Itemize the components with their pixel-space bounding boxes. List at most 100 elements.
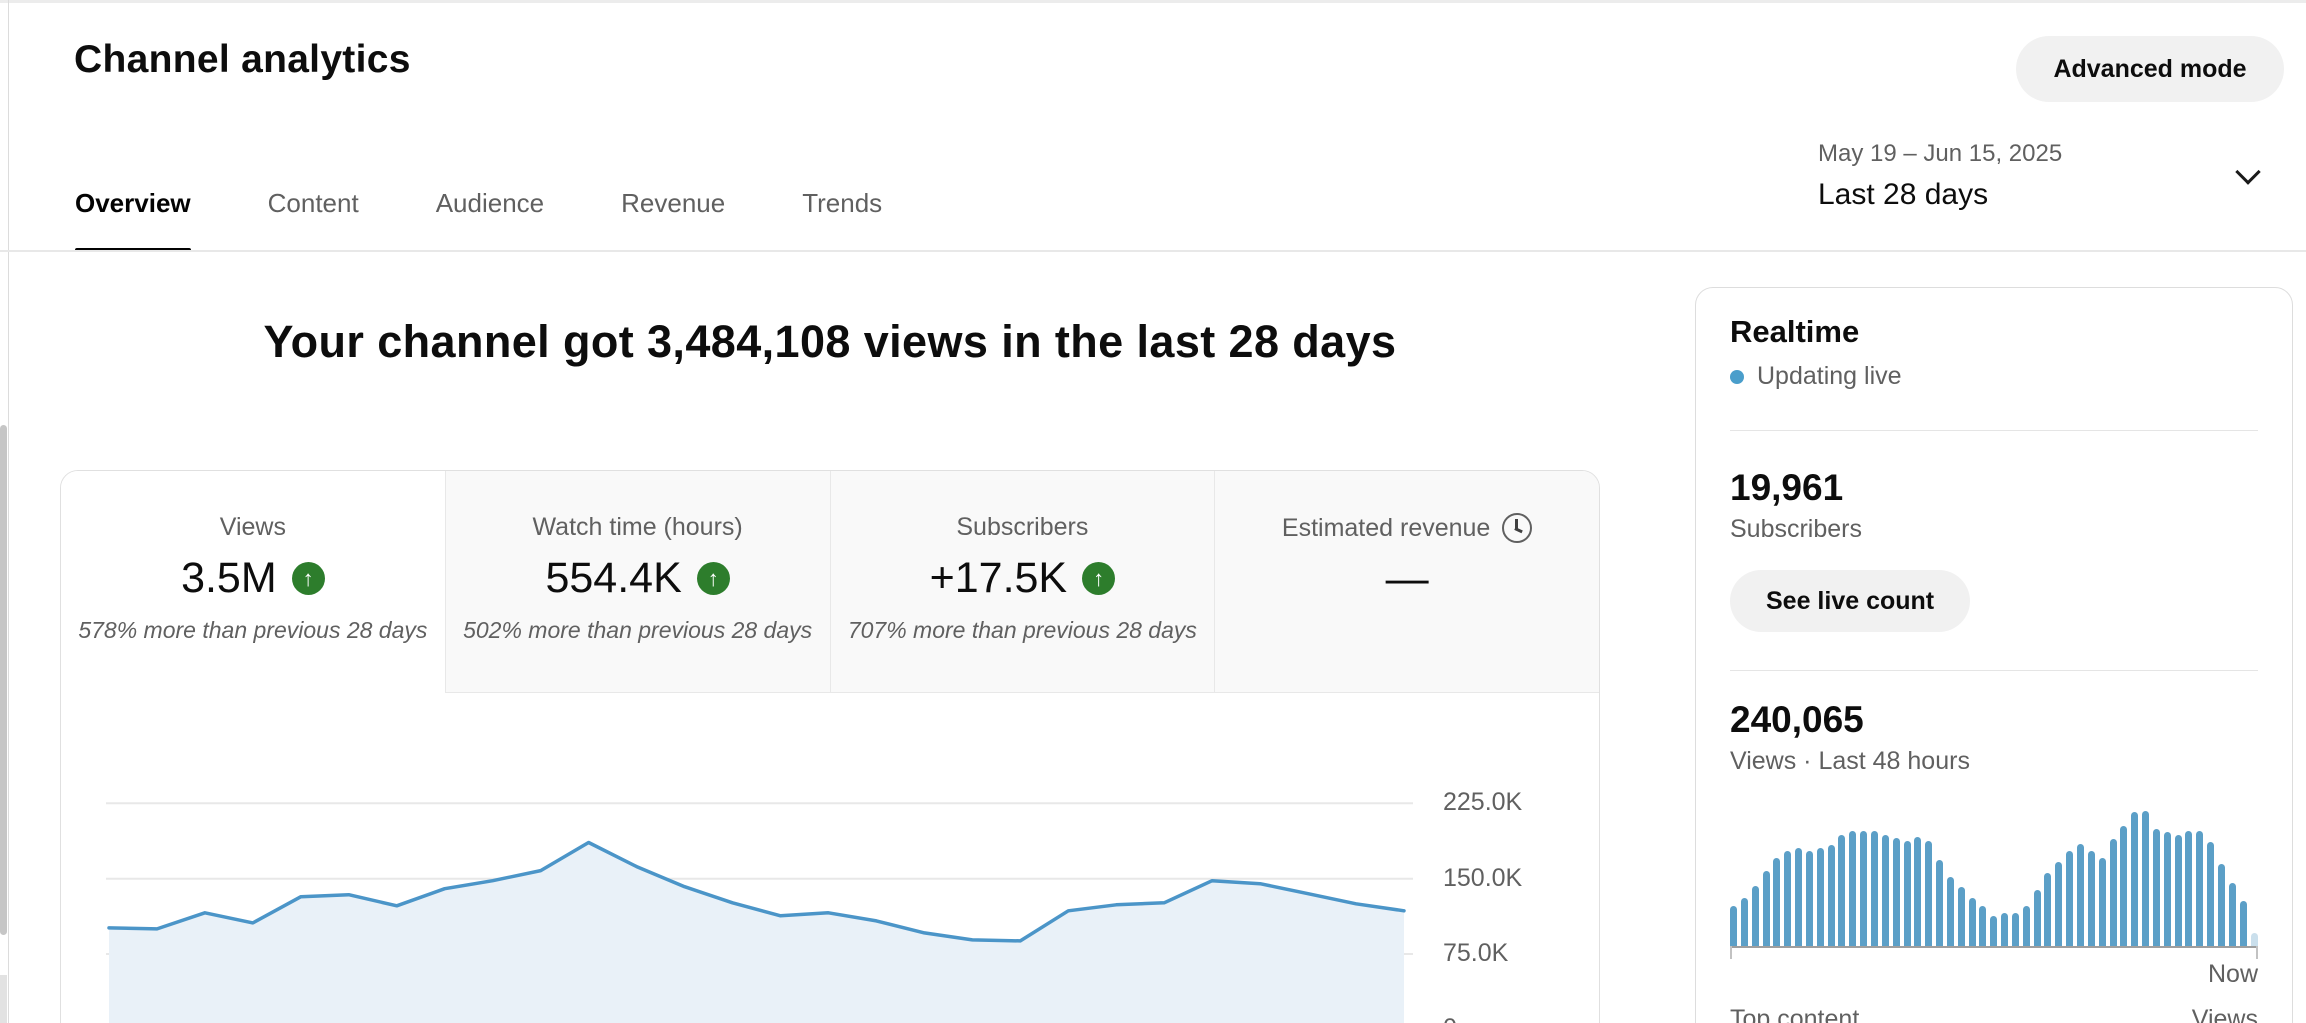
realtime-bar	[1816, 848, 1824, 946]
left-edge-divider	[8, 0, 9, 1023]
realtime-bar	[1881, 835, 1889, 946]
realtime-views-label: Views · Last 48 hours	[1730, 747, 1970, 775]
realtime-bar	[2163, 832, 2171, 946]
tab-content[interactable]: Content	[267, 188, 359, 218]
realtime-bar	[1849, 831, 1857, 946]
analytics-tabbar: Overview Content Audience Revenue Trends	[75, 166, 882, 252]
realtime-bar	[2033, 890, 2041, 946]
realtime-bar	[2098, 858, 2106, 946]
page-title: Channel analytics	[74, 38, 411, 81]
metric-compare: 578% more than previous 28 days	[78, 617, 428, 643]
realtime-subscribers-label: Subscribers	[1730, 515, 1862, 543]
divider	[1730, 670, 2258, 671]
realtime-bar	[2044, 873, 2052, 946]
realtime-bar	[2087, 851, 2095, 946]
realtime-bar	[2174, 835, 2182, 946]
see-live-count-button[interactable]: See live count	[1730, 570, 1971, 632]
realtime-bar	[2066, 851, 2074, 946]
realtime-bar	[2152, 829, 2160, 946]
realtime-bar	[1762, 871, 1770, 946]
tab-audience[interactable]: Audience	[435, 188, 545, 218]
realtime-bar	[1795, 848, 1803, 946]
y-axis-tick-label: 150.0K	[1443, 864, 1523, 892]
date-range-picker[interactable]: May 19 – Jun 15, 2025 Last 28 days	[1818, 140, 2062, 212]
realtime-bar	[1925, 841, 1933, 946]
realtime-status: Updating live	[1757, 362, 1902, 390]
now-label: Now	[2207, 960, 2258, 988]
realtime-bar	[2055, 862, 2063, 946]
metric-compare: 707% more than previous 28 days	[847, 617, 1197, 643]
divider	[1730, 430, 2258, 431]
top-content-header-row: Top content Views	[1730, 1005, 2258, 1023]
realtime-bar	[2001, 913, 2009, 946]
y-axis-tick-label: 0	[1443, 1014, 1593, 1023]
tab-trends[interactable]: Trends	[802, 188, 883, 218]
headline: Your channel got 3,484,108 views in the …	[263, 316, 1397, 367]
metric-cell-estimated-revenue[interactable]: Estimated revenue —	[1214, 471, 1599, 693]
realtime-card: Realtime Updating live 19,961 Subscriber…	[1695, 287, 2293, 1023]
metric-value: 554.4K	[545, 554, 682, 602]
tab-overview[interactable]: Overview	[75, 166, 191, 252]
left-scrollbar-track	[0, 975, 7, 1023]
metric-cell-views[interactable]: Views 3.5M 578% more than previous 28 da…	[61, 471, 445, 693]
realtime-bar	[1860, 831, 1868, 946]
realtime-bar	[1827, 845, 1835, 946]
y-axis-tick-label: 225.0K	[1443, 788, 1523, 816]
metric-value: —	[1385, 555, 1429, 603]
realtime-views-count: 240,065	[1730, 699, 1864, 740]
realtime-bar	[1990, 916, 1998, 946]
realtime-bar	[2109, 839, 2117, 946]
realtime-bar	[2196, 831, 2204, 946]
realtime-bar-chart	[1730, 802, 2258, 946]
realtime-bar	[1892, 838, 1900, 946]
y-axis-tick-label: 75.0K	[1443, 939, 1509, 967]
metric-cell-subscribers[interactable]: Subscribers +17.5K 707% more than previo…	[829, 471, 1215, 693]
key-metrics-card: Views 3.5M 578% more than previous 28 da…	[60, 470, 1600, 1023]
metric-compare: 502% more than previous 28 days	[463, 617, 813, 643]
realtime-subscribers-count: 19,961	[1730, 467, 1844, 508]
realtime-bar	[2120, 826, 2128, 946]
realtime-bar	[1957, 887, 1965, 946]
date-range-text: May 19 – Jun 15, 2025	[1818, 140, 2063, 167]
realtime-title: Realtime	[1730, 314, 1860, 349]
clock-icon[interactable]	[1502, 513, 1533, 543]
realtime-bar	[2022, 906, 2030, 946]
trend-up-icon	[291, 562, 325, 595]
metric-label: Subscribers	[956, 513, 1089, 541]
realtime-bar	[1784, 851, 1792, 946]
metric-value: +17.5K	[929, 554, 1068, 602]
realtime-bar	[1914, 837, 1922, 946]
realtime-bar	[2185, 831, 2193, 946]
trend-up-icon	[1082, 562, 1116, 595]
views-line-chart	[106, 802, 1413, 1023]
metric-value: 3.5M	[181, 554, 277, 602]
realtime-bar	[1968, 898, 1976, 946]
realtime-bar	[2239, 901, 2247, 946]
realtime-bar	[2142, 811, 2150, 946]
realtime-bar	[2207, 842, 2215, 946]
views-chart-area: 225.0K 150.0K 75.0K 0	[61, 693, 1599, 1023]
left-scrollbar-thumb[interactable]	[0, 425, 7, 935]
realtime-bar	[1751, 886, 1759, 946]
realtime-bar	[1903, 841, 1911, 946]
trend-up-icon	[696, 562, 730, 595]
realtime-chart-axis	[1730, 946, 2258, 959]
advanced-mode-button[interactable]: Advanced mode	[2016, 36, 2284, 102]
realtime-bar	[1936, 860, 1944, 946]
top-hairline	[0, 0, 2306, 3]
realtime-bar	[1730, 906, 1737, 946]
metric-label: Estimated revenue	[1281, 513, 1491, 542]
tab-revenue[interactable]: Revenue	[621, 188, 726, 218]
metric-label: Watch time (hours)	[532, 513, 743, 541]
realtime-bar	[2077, 844, 2084, 946]
realtime-bar	[1805, 851, 1813, 946]
chevron-down-icon[interactable]	[2236, 162, 2260, 186]
metric-row: Views 3.5M 578% more than previous 28 da…	[61, 471, 1599, 693]
realtime-bar	[2217, 864, 2225, 946]
realtime-bar	[1979, 906, 1987, 946]
date-range-preset: Last 28 days	[1818, 178, 1989, 211]
realtime-bar	[1870, 831, 1878, 946]
metric-cell-watch-time[interactable]: Watch time (hours) 554.4K 502% more than…	[444, 471, 830, 693]
realtime-bar	[1773, 858, 1781, 946]
realtime-bar	[2250, 933, 2258, 946]
